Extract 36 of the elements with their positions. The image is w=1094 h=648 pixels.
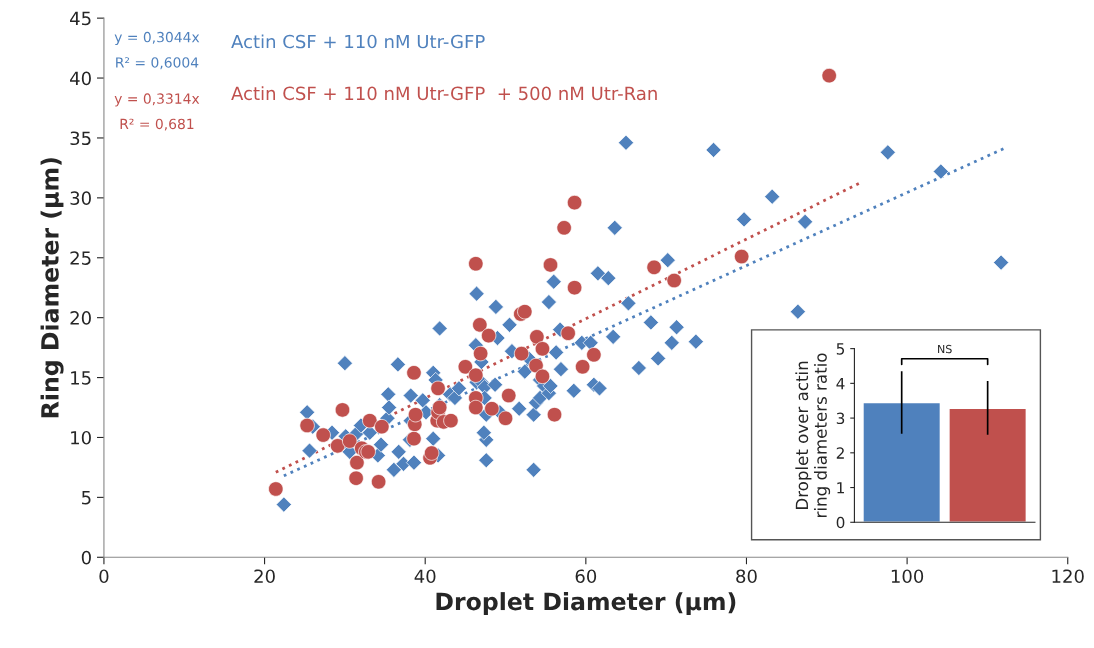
annotation: R² = 0,6004	[116, 57, 199, 70]
annotation: R² = 0,681	[120, 118, 194, 131]
y-tick-label: 4	[836, 378, 845, 390]
y-tick-label: 40	[70, 71, 91, 86]
x-tick-label: 100	[891, 569, 924, 584]
x-axis-title: Droplet Diameter (µm)	[436, 592, 736, 615]
x-tick-label: 40	[414, 569, 436, 584]
y-tick-label: 0	[836, 516, 845, 529]
y-tick-label: 10	[71, 430, 91, 445]
y-tick-label: 35	[70, 131, 91, 146]
y-tick-label: 15	[71, 371, 91, 385]
y-tick-label: 20	[70, 311, 91, 325]
annotation: y = 0,3044x	[114, 31, 200, 46]
x-tick-label: 20	[254, 569, 275, 584]
y-tick-label: 30	[70, 191, 91, 205]
point	[370, 474, 387, 490]
text: Actin CSF + 110 nM Utr-GFP	[231, 34, 485, 49]
point	[334, 402, 351, 418]
y-axis-title: Droplet over actin ring diameters ratio	[795, 353, 831, 517]
y-tick-label: 25	[70, 251, 91, 265]
x-tick-label: 120	[1052, 569, 1084, 584]
y-tick-label: 5	[82, 491, 91, 505]
annotation: NS	[938, 344, 952, 354]
y-tick-label: 0	[81, 550, 91, 565]
x-tick-label: 0	[99, 569, 109, 584]
x-tick-label: 60	[575, 569, 597, 584]
y-tick-label: 5	[836, 343, 845, 355]
y-tick-label: 2	[836, 447, 844, 459]
annotation: y = 0,3314x	[114, 93, 200, 107]
y-tick-label: 3	[836, 412, 845, 425]
x-tick-label: 80	[736, 569, 757, 584]
y-tick-label: 45	[70, 11, 91, 26]
y-axis-title: Ring Diameter (µm)	[40, 158, 64, 418]
y-tick-label: 1	[837, 482, 844, 494]
text: Actin CSF + 110 nM Utr-GFP + 500 nM Utr-Ran	[231, 86, 657, 101]
point	[497, 410, 514, 426]
